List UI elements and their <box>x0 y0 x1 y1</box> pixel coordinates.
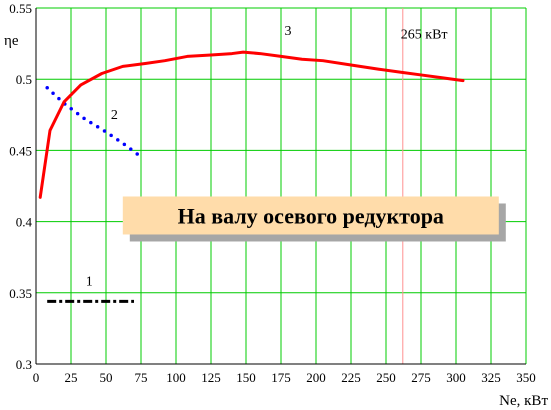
plot-frame <box>35 8 526 365</box>
y-tick-label-2: 0.4 <box>16 215 33 230</box>
tick-labels: 0 25 50 75 100 125 150 175 200 225 250 275 300 325 350… <box>9 1 536 385</box>
x-tick-label-9: 225 <box>341 370 361 385</box>
x-tick-label-0: 0 <box>33 370 40 385</box>
y-tick-label-0: 0.3 <box>16 357 32 372</box>
x-tick-label-6: 150 <box>236 370 256 385</box>
x-tick-label-3: 75 <box>135 370 148 385</box>
banner-group: На валу осевого редуктора <box>122 196 506 242</box>
y-tick-label-4: 0.5 <box>16 72 32 87</box>
series-3-line <box>38 50 465 199</box>
x-tick-label-7: 175 <box>271 370 291 385</box>
x-tick-label-14: 350 <box>516 370 536 385</box>
y-tick-label-3: 0.45 <box>9 143 32 158</box>
x-axis-title: Ne, кВт <box>499 393 548 409</box>
reference-line-group: 265 кВт <box>401 8 448 364</box>
x-tick-label-8: 200 <box>306 370 326 385</box>
x-tick-label-4: 100 <box>166 370 186 385</box>
x-tick-label-5: 125 <box>201 370 221 385</box>
banner-box <box>122 196 499 235</box>
y-tick-label-1: 0.35 <box>9 286 32 301</box>
grid <box>36 7 527 364</box>
x-tick-label-2: 50 <box>100 370 113 385</box>
series-group <box>38 50 465 303</box>
y-tick-label-5: 0.55 <box>9 1 32 16</box>
x-tick-label-11: 275 <box>411 370 431 385</box>
x-tick-label-10: 250 <box>376 370 396 385</box>
reference-line-label: 265 кВт <box>401 28 448 43</box>
banner-text: На валу осевого редуктора <box>178 203 444 228</box>
x-tick-label-12: 300 <box>446 370 466 385</box>
series-2-line <box>45 85 140 157</box>
y-axis-title: ηe <box>4 33 19 49</box>
x-tick-label-1: 25 <box>65 370 78 385</box>
x-tick-label-13: 325 <box>481 370 501 385</box>
series-label-2: 2 <box>111 108 118 123</box>
series-label-1: 1 <box>86 275 93 290</box>
series-label-3: 3 <box>285 24 292 39</box>
series-labels: 1 2 3 <box>86 24 292 290</box>
